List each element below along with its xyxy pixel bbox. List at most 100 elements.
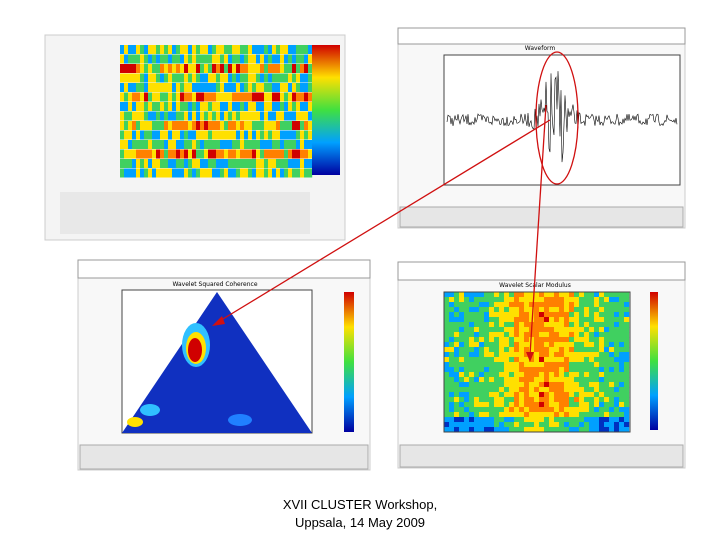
heatmap-cell [494, 317, 500, 323]
spectrogram-cell [156, 64, 161, 73]
heatmap-cell [569, 357, 575, 363]
heatmap-cell [554, 292, 560, 298]
heatmap-cell [514, 377, 520, 383]
heatmap-cell [479, 332, 485, 338]
spectrogram-cell [252, 64, 257, 73]
heatmap-cell [564, 352, 570, 358]
spectrogram-cell [248, 64, 253, 73]
spectrogram-cell [280, 121, 285, 130]
heatmap-cell [624, 292, 630, 298]
heatmap-cell [549, 292, 555, 298]
heatmap-cell [599, 337, 605, 343]
spectrogram-cell [216, 111, 221, 121]
heatmap-cell [599, 417, 605, 423]
heatmap-cell [594, 412, 600, 418]
heatmap-cell [449, 347, 455, 353]
heatmap-cell [624, 357, 630, 363]
spectrogram-cell [280, 111, 285, 121]
heatmap-cell [509, 342, 515, 348]
spectrogram-cell [288, 130, 293, 140]
spectrogram-cell [192, 140, 197, 149]
heatmap-cell [594, 307, 600, 313]
heatmap-cell [624, 302, 630, 308]
heatmap-cell [604, 392, 610, 398]
heatmap-cell [529, 307, 535, 313]
spectrogram-cell [292, 102, 297, 111]
heatmap-cell [464, 412, 470, 418]
spectrogram-cell [172, 159, 177, 168]
spectrogram-cell [208, 54, 213, 64]
spectrogram-cell [196, 149, 201, 159]
spectrogram-cell [156, 140, 161, 149]
heatmap-cell [594, 372, 600, 378]
heatmap-cell [509, 332, 515, 338]
spectrogram-cell [276, 111, 281, 121]
heatmap-cell [514, 332, 520, 338]
heatmap-cell [444, 412, 450, 418]
heatmap-cell [469, 332, 475, 338]
heatmap-cell [589, 357, 595, 363]
heatmap-cell [544, 392, 550, 398]
spectrogram-cell [208, 73, 213, 83]
heatmap-cell [599, 317, 605, 323]
spectrogram-cell [296, 130, 301, 140]
spectrogram-cell [176, 121, 181, 130]
heatmap-cell [529, 422, 535, 428]
spectrogram-cell [232, 121, 237, 130]
heatmap-cell [449, 317, 455, 323]
heatmap-cell [519, 342, 525, 348]
heatmap-cell [519, 402, 525, 408]
spectrogram-cell [140, 149, 145, 159]
heatmap-cell [619, 422, 625, 428]
spectrogram-cell [260, 64, 265, 73]
spectrogram-cell [280, 92, 285, 102]
spectrogram-cell [248, 159, 253, 168]
heatmap-cell [544, 402, 550, 408]
spectrogram-cell [204, 121, 209, 130]
spectrogram-cell [280, 73, 285, 83]
spectrogram-cell [224, 168, 229, 178]
spectrogram-cell [232, 111, 237, 121]
heatmap-cell [544, 297, 550, 303]
spectrogram-cell [300, 45, 305, 54]
heatmap-cell [584, 382, 590, 388]
spectrogram-cell [272, 73, 277, 83]
heatmap-cell [594, 352, 600, 358]
heatmap-cell [609, 397, 615, 403]
heatmap-cell [479, 367, 485, 373]
heatmap-cell [604, 302, 610, 308]
heatmap-cell [524, 322, 530, 328]
heatmap-cell [444, 417, 450, 423]
heatmap-cell [554, 412, 560, 418]
spectrogram-cell [288, 73, 293, 83]
spectrogram-cell [200, 121, 205, 130]
spectrogram-cell [172, 111, 177, 121]
spectrogram-cell [164, 54, 169, 64]
heatmap-cell [514, 382, 520, 388]
heatmap-cell [454, 292, 460, 298]
heatmap-cell [479, 307, 485, 313]
heatmap-cell [584, 387, 590, 393]
spectrogram-cell [184, 102, 189, 111]
heatmap-cell [514, 362, 520, 368]
heatmap-cell [554, 407, 560, 413]
heatmap-cell [584, 327, 590, 333]
spectrogram-cell [132, 102, 137, 111]
spectrogram-cell [168, 149, 173, 159]
heatmap-cell [509, 297, 515, 303]
spectrogram-cell [252, 149, 257, 159]
heatmap-cell [444, 342, 450, 348]
spectrogram-cell [272, 159, 277, 168]
heatmap-cell [504, 382, 510, 388]
heatmap-cell [609, 402, 615, 408]
heatmap-cell [619, 337, 625, 343]
spectrogram-cell [224, 121, 229, 130]
spectrogram-cell [220, 130, 225, 140]
heatmap-cell [464, 352, 470, 358]
heatmap-cell [499, 322, 505, 328]
heatmap-cell [584, 297, 590, 303]
heatmap-cell [534, 302, 540, 308]
spectrogram-cell [260, 73, 265, 83]
spectrogram-cell [216, 45, 221, 54]
spectrogram-cell [196, 130, 201, 140]
